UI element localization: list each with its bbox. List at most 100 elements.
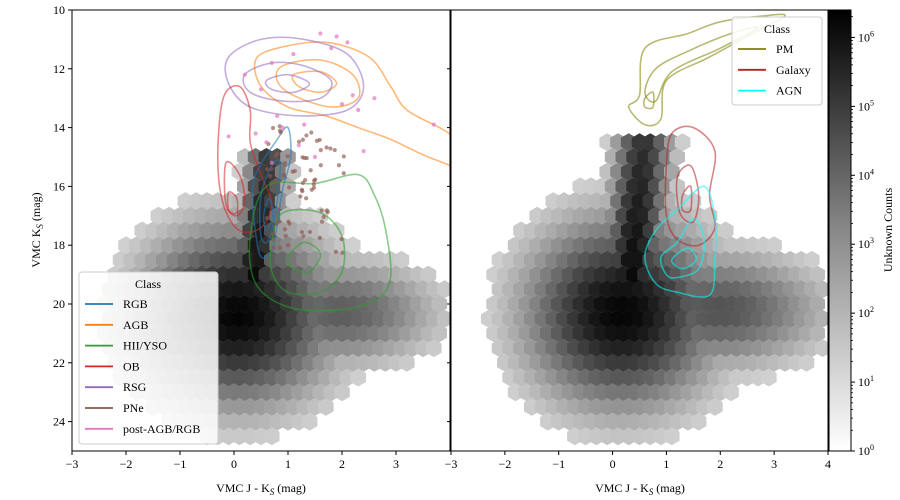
left-x-axis-label: VMC J - KS (mag) — [216, 481, 306, 497]
legend-label-pm: PM — [776, 42, 794, 56]
legend-label-agb: AGB — [123, 318, 148, 332]
pne-point — [268, 173, 273, 179]
pne-point — [271, 245, 276, 250]
colorbar-label: Unknown Counts — [881, 188, 895, 273]
pne-point — [277, 128, 283, 133]
pne-point — [314, 138, 320, 143]
post-agb-point — [334, 34, 339, 39]
post-agb-point — [258, 87, 264, 92]
pne-point — [275, 151, 280, 156]
pne-point — [341, 171, 346, 176]
contour-galaxy — [680, 185, 693, 214]
hexbin-cell — [420, 265, 437, 284]
hexbin-cell — [334, 383, 350, 402]
post-agb-point — [253, 131, 258, 136]
pne-point — [319, 219, 325, 224]
left-legend-title: Class — [135, 277, 161, 291]
hexbin-cell — [690, 412, 707, 431]
post-agb-point — [356, 107, 361, 113]
post-agb-point — [431, 122, 436, 127]
pne-point — [319, 208, 324, 213]
pne-point — [341, 154, 346, 159]
hexbin-cell — [328, 221, 345, 240]
pne-point — [324, 208, 330, 213]
pne-point — [285, 243, 291, 248]
hexbin-cell — [798, 353, 815, 372]
colorbar-tick-label: 106 — [858, 29, 874, 44]
pne-point — [303, 177, 308, 183]
pne-point — [285, 154, 290, 159]
hexbin-cell — [804, 250, 820, 269]
post-agb-point — [269, 160, 274, 165]
legend-label-pne: PNe — [123, 401, 144, 415]
pne-point — [286, 219, 291, 224]
contour-agn — [670, 247, 697, 270]
colorbar-gradient — [828, 9, 852, 452]
right-axes-frame — [450, 9, 829, 452]
pne-point — [300, 137, 305, 142]
pne-point — [270, 231, 275, 236]
left-x-tick-label: 0 — [231, 457, 237, 471]
left-x-tick-label: −1 — [174, 457, 187, 471]
pne-point — [336, 163, 342, 168]
right-legend: Class PM Galaxy AGN — [731, 16, 823, 106]
pne-point — [332, 147, 337, 153]
contour-hii-yso — [248, 173, 392, 312]
hexbin-cell — [707, 397, 723, 416]
left-y-tick-label: 18 — [53, 238, 65, 252]
pne-point — [302, 155, 307, 161]
right-x-tick-label: −2 — [498, 457, 511, 471]
post-agb-point — [345, 40, 350, 45]
legend-label-post-agb-rgb: post-AGB/RGB — [123, 422, 200, 436]
pne-point — [304, 196, 309, 201]
left-x-tick-label: 2 — [339, 457, 345, 471]
left-y-tick-label: 10 — [53, 3, 65, 17]
hexbin-cell — [436, 309, 450, 328]
post-agb-point — [275, 113, 280, 118]
left-x-tick-label: 3 — [393, 457, 399, 471]
contour-agn — [644, 185, 717, 298]
pne-point — [298, 194, 303, 199]
pne-point — [308, 168, 313, 173]
pne-point — [307, 229, 313, 235]
contour-agb — [275, 58, 361, 108]
pne-point — [318, 147, 323, 153]
post-agb-point — [296, 143, 301, 148]
pne-point — [299, 187, 304, 192]
pne-point — [311, 182, 316, 187]
post-agb-point — [339, 101, 345, 107]
legend-label-galaxy: Galaxy — [776, 63, 811, 77]
contour-galaxy — [675, 164, 700, 224]
post-agb-point — [361, 149, 366, 154]
left-y-tick-label: 14 — [53, 121, 65, 135]
contour-rgb — [259, 159, 281, 244]
right-x-tick-label: 3 — [771, 457, 777, 471]
post-agb-point — [329, 46, 334, 51]
pne-point — [286, 185, 292, 190]
left-y-axis-label: VMC KS (mag) — [29, 192, 45, 267]
left-legend: Class RGB AGB HII/YSO OB RSG PNe post-AGB/RGB — [78, 271, 219, 445]
post-agb-point — [242, 72, 247, 77]
right-x-tick-label: 4 — [825, 457, 831, 471]
pne-point — [274, 221, 279, 226]
pne-point — [296, 139, 302, 144]
hexbin-cell — [723, 383, 739, 402]
colorbar-tick-label: 102 — [858, 305, 874, 320]
pne-point — [311, 185, 317, 190]
contour-rsg — [224, 36, 365, 117]
pne-point — [264, 216, 270, 221]
pne-point — [309, 130, 314, 135]
contour-ob — [226, 191, 239, 215]
hexbin-cell — [285, 192, 302, 211]
hexbin-cell — [431, 324, 447, 343]
contour-pm — [643, 91, 655, 110]
post-agb-point — [264, 140, 269, 145]
pne-point — [340, 250, 345, 255]
pne-point — [321, 214, 326, 220]
pne-point — [328, 146, 333, 151]
right-legend-box — [731, 16, 823, 106]
contour-galaxy — [664, 125, 717, 247]
left-y-tick-label: 24 — [53, 415, 65, 429]
hexbin-cell — [399, 353, 415, 372]
